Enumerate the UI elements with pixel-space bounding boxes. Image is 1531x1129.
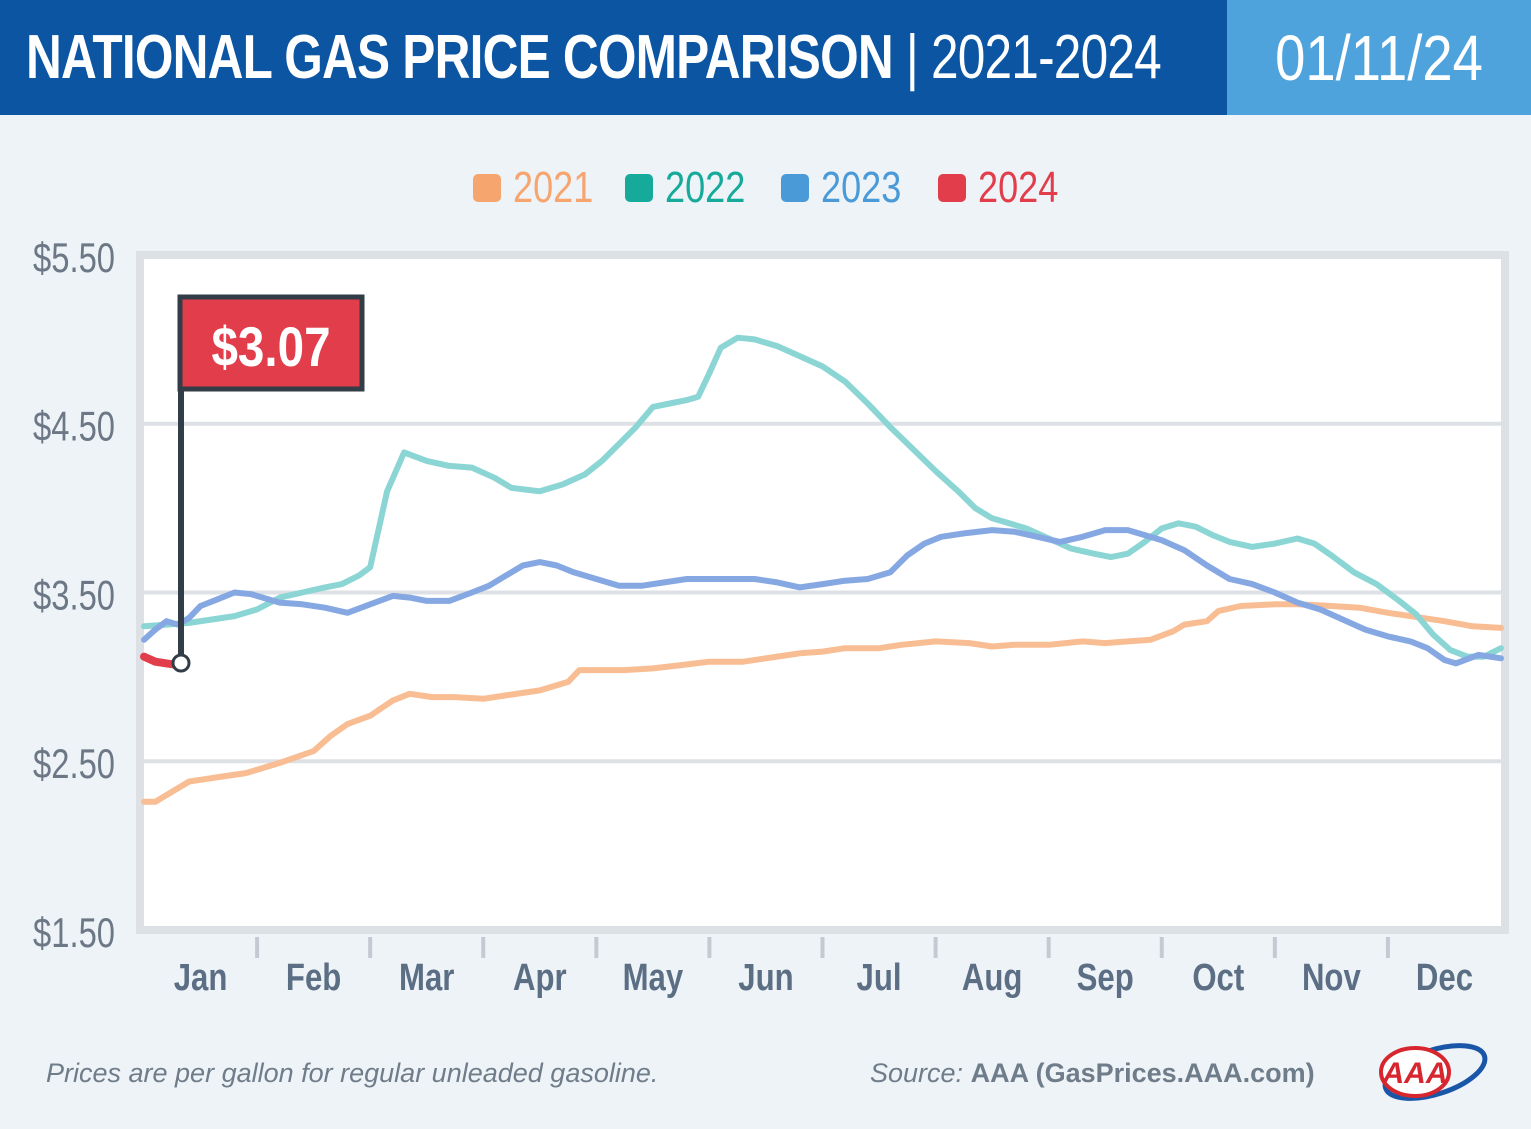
x-tick-label-jun: Jun	[738, 957, 793, 999]
legend-swatch-2021	[473, 174, 501, 202]
chart-legend: 2021 2022 2023 2024	[0, 160, 1531, 216]
footnote: Prices are per gallon for regular unlead…	[46, 1058, 659, 1088]
title-main: NATIONAL GAS PRICE COMPARISON	[26, 23, 894, 92]
callout-flag	[177, 294, 365, 392]
legend-label-2024: 2024	[978, 163, 1059, 212]
legend-label-2021: 2021	[513, 163, 594, 212]
x-tick-label-feb: Feb	[286, 957, 341, 999]
y-tick-label: $1.50	[33, 909, 115, 956]
legend-label-2022: 2022	[665, 163, 746, 212]
x-tick-label-aug: Aug	[962, 957, 1023, 999]
y-tick-label: $3.50	[33, 572, 115, 619]
legend-swatch-2022	[625, 174, 653, 202]
legend-swatch-2024	[938, 174, 966, 202]
date-badge: 01/11/24	[1227, 0, 1531, 115]
x-tick-label-oct: Oct	[1192, 957, 1244, 999]
x-tick-label-apr: Apr	[513, 957, 567, 999]
y-tick-label: $4.50	[33, 403, 115, 450]
page-title: NATIONAL GAS PRICE COMPARISON | 2021-202…	[26, 18, 1162, 98]
series-line-2021	[141, 601, 1504, 805]
series-line-2023	[141, 527, 1504, 667]
x-tick-label-mar: Mar	[399, 957, 454, 999]
x-tick-label-dec: Dec	[1416, 957, 1473, 999]
title-years: 2021-2024	[930, 23, 1162, 92]
callout-marker	[171, 653, 191, 673]
title-separator: |	[892, 23, 931, 92]
aaa-logo-icon: AAA	[1379, 1043, 1488, 1101]
source-credit: Source: AAA (GasPrices.AAA.com)	[870, 1058, 1315, 1089]
series-line-2022	[141, 334, 1504, 660]
y-axis-ticks: $5.50 $4.50 $3.50 $2.50 $1.50	[33, 234, 115, 956]
x-tick-label-jan: Jan	[174, 957, 228, 999]
price-callout: $3.07	[171, 294, 365, 673]
x-axis-ticks: Jan Feb Mar Apr May Jun Jul Aug Sep Oct Nov Dec	[174, 937, 1473, 999]
source-label: Source:	[870, 1058, 964, 1088]
y-tick-label: $2.50	[33, 740, 115, 787]
legend-swatch-2023	[781, 174, 809, 202]
series-lines	[140, 334, 1504, 805]
date-label: 01/11/24	[1275, 22, 1483, 94]
callout-value: $3.07	[211, 316, 330, 378]
y-tick-label: $5.50	[33, 234, 115, 281]
x-tick-label-jul: Jul	[857, 957, 902, 999]
source-value: AAA (GasPrices.AAA.com)	[970, 1058, 1315, 1088]
x-tick-label-may: May	[623, 957, 684, 999]
x-tick-label-sep: Sep	[1077, 957, 1134, 999]
x-tick-label-nov: Nov	[1302, 957, 1361, 999]
header-bar: NATIONAL GAS PRICE COMPARISON | 2021-202…	[0, 0, 1531, 115]
legend-label-2023: 2023	[821, 163, 902, 212]
logo-text: AAA	[1382, 1057, 1448, 1090]
